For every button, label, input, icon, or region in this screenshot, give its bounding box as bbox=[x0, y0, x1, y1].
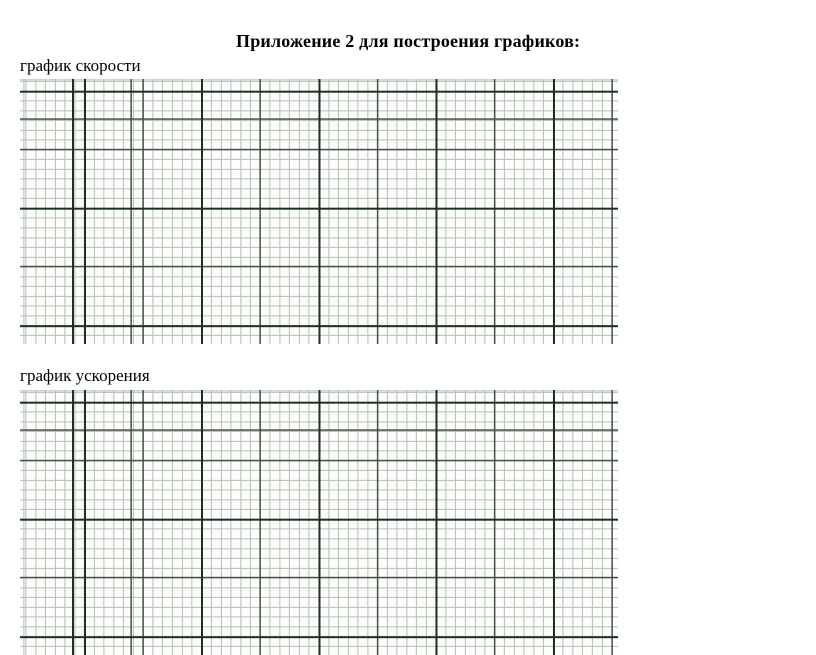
acceleration-graph-grid bbox=[20, 390, 618, 655]
velocity-graph-grid bbox=[20, 79, 618, 344]
page-title: Приложение 2 для построения графиков: bbox=[236, 31, 581, 51]
acceleration-graph-label: график ускорения bbox=[20, 366, 150, 385]
velocity-graph-label: график скорости bbox=[20, 56, 141, 75]
